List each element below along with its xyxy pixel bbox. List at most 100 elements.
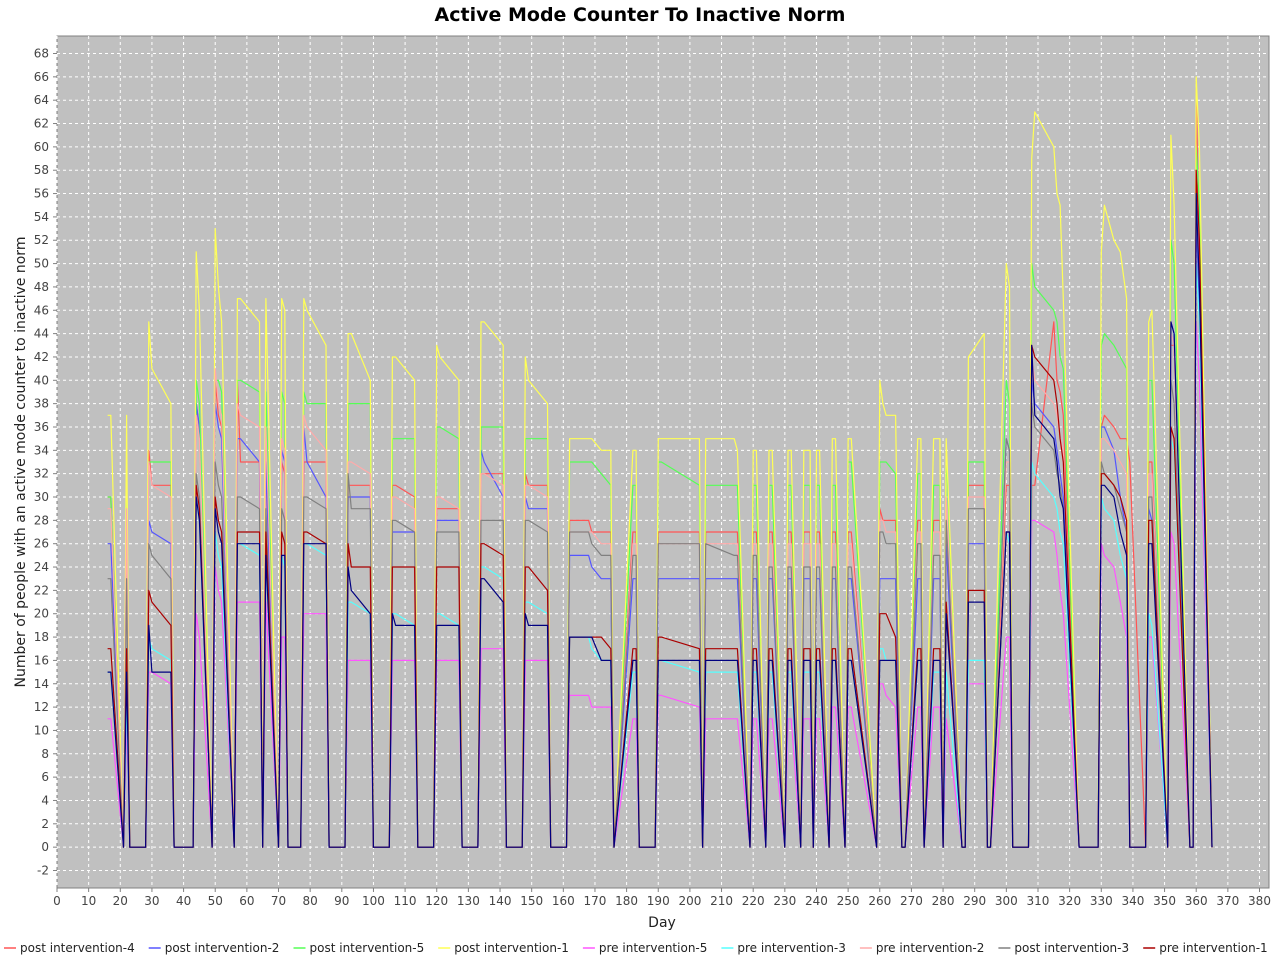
x-tick-label: 30 bbox=[144, 894, 159, 908]
y-tick-label: 10 bbox=[34, 723, 49, 737]
legend-label: post intervention-4 bbox=[20, 941, 135, 955]
x-tick-label: 300 bbox=[995, 894, 1018, 908]
x-tick-label: 270 bbox=[900, 894, 923, 908]
y-tick-label: 66 bbox=[34, 70, 49, 84]
y-axis-ticks: -202468101214161820222426283032343638404… bbox=[34, 47, 57, 877]
x-tick-label: 190 bbox=[647, 894, 670, 908]
y-tick-label: 56 bbox=[34, 187, 49, 201]
x-tick-label: 10 bbox=[81, 894, 96, 908]
x-tick-label: 0 bbox=[53, 894, 61, 908]
legend: post intervention-4 post intervention-2 po… bbox=[4, 941, 1268, 955]
legend-label: post intervention-1 bbox=[454, 941, 569, 955]
legend-label: pre intervention-3 bbox=[737, 941, 846, 955]
legend-item: pre intervention-2 bbox=[859, 941, 985, 955]
x-tick-label: 80 bbox=[303, 894, 318, 908]
x-tick-label: 310 bbox=[1027, 894, 1050, 908]
x-tick-label: 220 bbox=[742, 894, 765, 908]
y-tick-label: 18 bbox=[34, 630, 49, 644]
x-tick-label: 380 bbox=[1248, 894, 1271, 908]
legend-label: post intervention-3 bbox=[1014, 941, 1129, 955]
x-tick-label: 250 bbox=[837, 894, 860, 908]
y-tick-label: -2 bbox=[37, 863, 49, 877]
x-tick-label: 20 bbox=[113, 894, 128, 908]
x-tick-label: 360 bbox=[1185, 894, 1208, 908]
x-tick-label: 240 bbox=[805, 894, 828, 908]
y-tick-label: 6 bbox=[41, 770, 49, 784]
legend-label: pre intervention-2 bbox=[876, 941, 985, 955]
legend-label: pre intervention-1 bbox=[1159, 941, 1268, 955]
x-tick-label: 60 bbox=[239, 894, 254, 908]
y-tick-label: 26 bbox=[34, 537, 49, 551]
x-tick-label: 180 bbox=[615, 894, 638, 908]
x-tick-label: 100 bbox=[362, 894, 385, 908]
y-tick-label: 28 bbox=[34, 513, 49, 527]
y-tick-label: 38 bbox=[34, 397, 49, 411]
x-tick-label: 370 bbox=[1216, 894, 1239, 908]
legend-item: post intervention-4 bbox=[4, 941, 135, 955]
x-tick-label: 210 bbox=[710, 894, 733, 908]
x-tick-label: 320 bbox=[1058, 894, 1081, 908]
x-tick-label: 160 bbox=[552, 894, 575, 908]
y-tick-label: 20 bbox=[34, 607, 49, 621]
y-axis-label: Number of people with an active mode cou… bbox=[13, 237, 29, 688]
y-tick-label: 16 bbox=[34, 653, 49, 667]
y-tick-label: 36 bbox=[34, 420, 49, 434]
x-tick-label: 40 bbox=[176, 894, 191, 908]
y-tick-label: 24 bbox=[34, 560, 49, 574]
x-tick-label: 290 bbox=[963, 894, 986, 908]
x-tick-label: 110 bbox=[394, 894, 417, 908]
y-tick-label: 48 bbox=[34, 280, 49, 294]
y-tick-label: 30 bbox=[34, 490, 49, 504]
x-tick-label: 90 bbox=[334, 894, 349, 908]
x-tick-label: 70 bbox=[271, 894, 286, 908]
y-tick-label: 0 bbox=[41, 840, 49, 854]
legend-item: pre intervention-1 bbox=[1143, 941, 1268, 955]
y-tick-label: 46 bbox=[34, 303, 49, 317]
y-tick-label: 60 bbox=[34, 140, 49, 154]
x-tick-label: 350 bbox=[1153, 894, 1176, 908]
y-tick-label: 52 bbox=[34, 233, 49, 247]
y-tick-label: 14 bbox=[34, 677, 49, 691]
series-line-pre-intervention-4 bbox=[107, 193, 1213, 848]
y-tick-label: 40 bbox=[34, 373, 49, 387]
y-tick-label: 58 bbox=[34, 163, 49, 177]
y-tick-label: 44 bbox=[34, 327, 49, 341]
x-tick-label: 130 bbox=[457, 894, 480, 908]
y-tick-label: 22 bbox=[34, 583, 49, 597]
x-tick-label: 280 bbox=[932, 894, 955, 908]
y-tick-label: 12 bbox=[34, 700, 49, 714]
y-tick-label: 50 bbox=[34, 257, 49, 271]
x-tick-label: 50 bbox=[208, 894, 223, 908]
x-tick-label: 200 bbox=[678, 894, 701, 908]
chart-title: Active Mode Counter To Inactive Norm bbox=[435, 4, 846, 26]
y-tick-label: 62 bbox=[34, 117, 49, 131]
y-tick-label: 4 bbox=[41, 793, 49, 807]
y-tick-label: 8 bbox=[41, 747, 49, 761]
legend-label: post intervention-5 bbox=[310, 941, 425, 955]
x-tick-label: 260 bbox=[868, 894, 891, 908]
x-axis-label: Day bbox=[648, 915, 676, 931]
legend-item: post intervention-2 bbox=[148, 941, 280, 955]
legend-item: pre intervention-5 bbox=[582, 941, 708, 955]
y-tick-label: 2 bbox=[41, 817, 49, 831]
y-tick-label: 32 bbox=[34, 467, 49, 481]
y-tick-label: 42 bbox=[34, 350, 49, 364]
legend-item: pre intervention-3 bbox=[721, 941, 846, 955]
x-tick-label: 140 bbox=[489, 894, 512, 908]
legend-item: post intervention-3 bbox=[998, 941, 1129, 955]
y-tick-label: 68 bbox=[34, 47, 49, 61]
legend-label: pre intervention-5 bbox=[599, 941, 708, 955]
legend-label: post intervention-2 bbox=[165, 941, 280, 955]
x-axis-ticks: 0 10 20 30 40 50 60 70 80 90 100 110 120 130 140 150 160… bbox=[53, 888, 1271, 908]
plot-area bbox=[56, 35, 1270, 889]
y-tick-label: 64 bbox=[34, 93, 49, 107]
x-tick-label: 230 bbox=[773, 894, 796, 908]
x-tick-label: 330 bbox=[1090, 894, 1113, 908]
y-tick-label: 34 bbox=[34, 443, 49, 457]
x-tick-label: 170 bbox=[584, 894, 607, 908]
legend-item: post intervention-1 bbox=[438, 941, 569, 955]
legend-item: post intervention-5 bbox=[293, 941, 425, 955]
y-tick-label: 54 bbox=[34, 210, 49, 224]
